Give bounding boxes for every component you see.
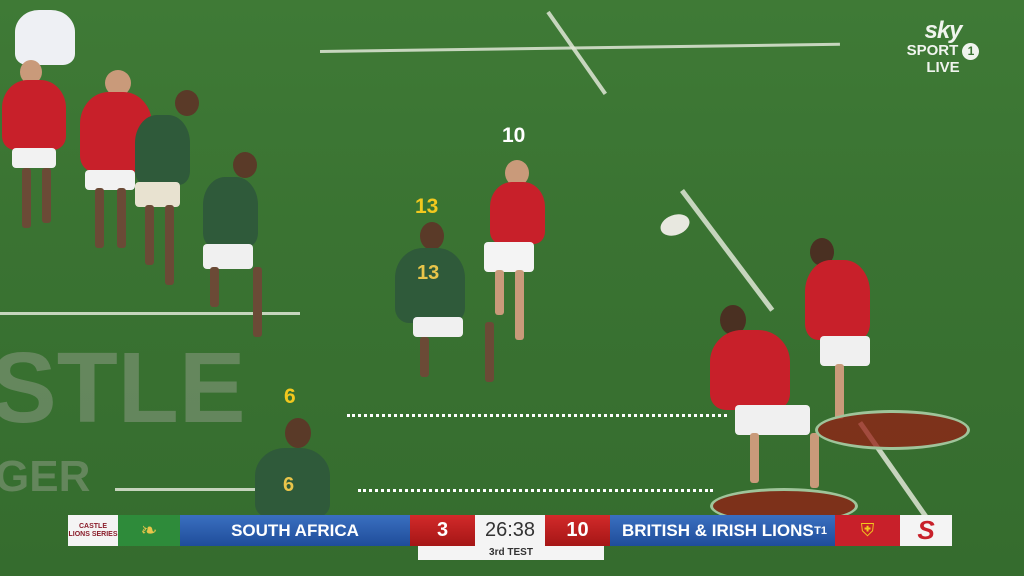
lions-crest-logo: ⛨ (835, 515, 900, 546)
annotation-label-6: 6 (284, 385, 296, 408)
rugby-ball (657, 210, 693, 240)
field-line (680, 188, 775, 312)
field-line (115, 488, 255, 491)
sky-sport-logo: sky SPORT 1 LIVE (903, 17, 983, 76)
away-indicator: T1 (814, 524, 827, 537)
away-team-panel: BRITISH & IRISH LIONS T1 (610, 515, 835, 546)
match-label: 3rd TEST (418, 546, 604, 560)
highlight-ellipse (815, 410, 970, 450)
scoreboard: CASTLE LIONS SERIES ❧ SOUTH AFRICA 3 26:… (68, 515, 952, 546)
field-branding: STLE (0, 332, 246, 444)
home-team-name: SOUTH AFRICA (180, 515, 410, 546)
springbok-icon: ❧ (140, 520, 158, 542)
annotation-label-13: 13 (415, 195, 439, 218)
dotted-line-annotation (358, 489, 713, 492)
field-line (319, 42, 840, 53)
logo-sport: SPORT (906, 42, 959, 59)
logo-channel: 1 (962, 42, 980, 60)
dotted-line-annotation (347, 414, 727, 417)
field-line (546, 10, 607, 96)
lions-crest-icon: ⛨ (860, 520, 875, 540)
supersport-logo: S (900, 515, 952, 546)
logo-sky: sky (924, 17, 962, 44)
field-line (0, 312, 300, 315)
castle-lions-series-logo: CASTLE LIONS SERIES (68, 515, 118, 546)
annotation-label-10: 10 (502, 124, 526, 147)
field-branding: GER (0, 452, 91, 501)
match-clock: 26:38 (475, 515, 545, 546)
jersey-number: 13 (417, 262, 440, 284)
springbok-logo: ❧ (118, 515, 180, 546)
away-score: 10 (545, 515, 610, 546)
jersey-number: 6 (283, 474, 295, 496)
home-score: 3 (410, 515, 475, 546)
logo-live: LIVE (926, 59, 960, 76)
sponsor-logo-text: CASTLE LIONS SERIES (68, 522, 118, 538)
away-team-name: BRITISH & IRISH LIONS (622, 520, 814, 540)
